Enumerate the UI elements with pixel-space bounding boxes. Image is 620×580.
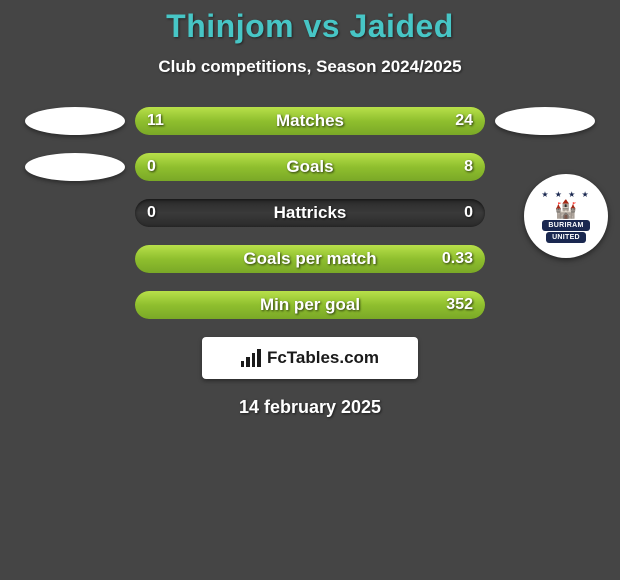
stat-bar: Goals per match 0.33	[135, 245, 485, 273]
title: Thinjom vs Jaided	[0, 8, 620, 45]
right-club-badge-wrap: ★ ★ ★ ★ 🏰 BURIRAM UNITED	[524, 174, 608, 258]
badge-castle-icon: 🏰	[555, 200, 577, 218]
badge-text-top: BURIRAM	[542, 220, 589, 231]
brand-chart-icon	[241, 349, 261, 367]
right-slot	[485, 107, 605, 135]
subtitle: Club competitions, Season 2024/2025	[0, 57, 620, 77]
player-ellipse-left-1	[25, 107, 125, 135]
stat-row: 11 Matches 24	[0, 107, 620, 135]
comparison-card: Thinjom vs Jaided Club competitions, Sea…	[0, 0, 620, 418]
stat-bar: 0 Hattricks 0	[135, 199, 485, 227]
date: 14 february 2025	[0, 397, 620, 418]
left-slot	[15, 107, 135, 135]
bar-fill-right	[135, 291, 485, 319]
stat-row: Min per goal 352	[0, 291, 620, 319]
left-slot	[15, 153, 135, 181]
bar-bg	[135, 199, 485, 227]
club-badge: ★ ★ ★ ★ 🏰 BURIRAM UNITED	[524, 174, 608, 258]
bar-fill-right	[244, 107, 486, 135]
stat-bar: Min per goal 352	[135, 291, 485, 319]
badge-text-bot: UNITED	[546, 232, 586, 243]
player-ellipse-left-2	[25, 153, 125, 181]
brand-badge[interactable]: FcTables.com	[202, 337, 418, 379]
bar-fill-right	[135, 245, 485, 273]
badge-stars-icon: ★ ★ ★ ★	[541, 190, 590, 199]
bar-fill-right	[135, 153, 485, 181]
brand-text: FcTables.com	[267, 348, 379, 368]
stat-bar: 0 Goals 8	[135, 153, 485, 181]
bar-fill-left	[135, 107, 244, 135]
player-ellipse-right	[495, 107, 595, 135]
stat-bar: 11 Matches 24	[135, 107, 485, 135]
